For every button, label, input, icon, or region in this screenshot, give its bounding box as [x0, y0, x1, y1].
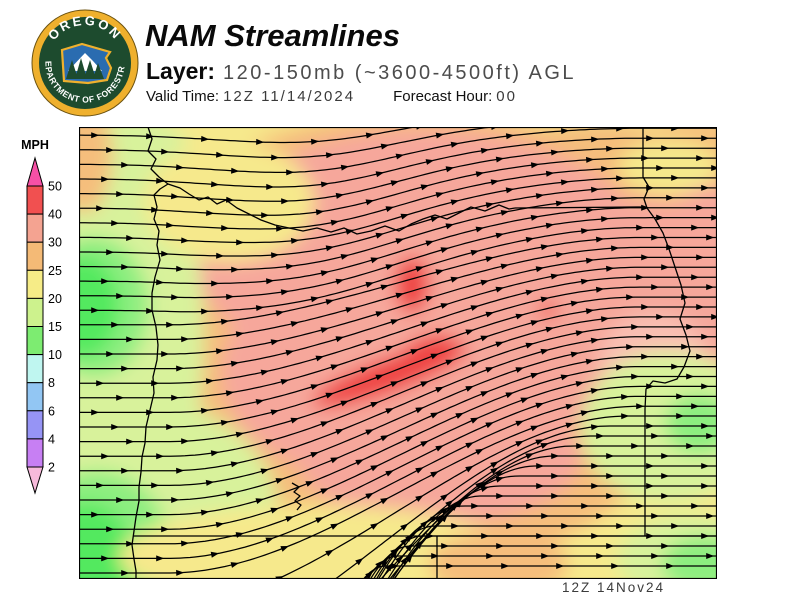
streamline-map	[79, 127, 717, 579]
colorbar-tick: 4	[48, 432, 55, 446]
layer-label: Layer:	[146, 58, 216, 84]
colorbar-tick: 8	[48, 376, 55, 390]
colorbar-tick: 15	[48, 320, 62, 334]
colorbar-arrow-bottom	[26, 466, 44, 495]
colorbar-segment	[26, 241, 44, 271]
wind-speed-field	[79, 127, 717, 579]
colorbar-segment	[26, 269, 44, 299]
page-title: NAM Streamlines	[145, 18, 400, 53]
layer-line: Layer: 120-150mb (~3600-4500ft) AGL	[146, 58, 576, 85]
map-frame	[79, 127, 717, 579]
odf-logo: OREGON DEPARTMENT OF FORESTRY	[30, 8, 139, 117]
map-timestamp: 12Z 14Nov24	[562, 580, 666, 595]
logo-trees	[66, 58, 104, 79]
logo-oregon-shield	[60, 42, 113, 85]
colorbar-tick: 10	[48, 348, 62, 362]
colorbar-segment	[26, 326, 44, 356]
valid-time-value: 12Z 11/14/2024	[223, 88, 356, 105]
colorbar-title: MPH	[21, 138, 49, 152]
layer-value: 120-150mb (~3600-4500ft) AGL	[223, 62, 577, 84]
colorbar-tick: 6	[48, 404, 55, 418]
logo-mountain	[68, 53, 102, 71]
colorbar-tick: 2	[48, 461, 55, 475]
forecast-hour-value: 00	[496, 88, 517, 105]
colorbar-segment	[26, 438, 44, 468]
colorbar-segment	[26, 382, 44, 412]
colorbar-tick: 20	[48, 292, 62, 306]
streamlines-layer	[79, 127, 717, 579]
forecast-hour-label: Forecast Hour:	[393, 88, 493, 105]
time-line: Valid Time: 12Z 11/14/2024 Forecast Hour: 0…	[146, 88, 517, 105]
colorbar-segment	[26, 213, 44, 243]
colorbar-tick: 40	[48, 208, 62, 222]
colorbar-segment	[26, 297, 44, 327]
colorbar-tick: 50	[48, 180, 62, 194]
colorbar-segment	[26, 410, 44, 440]
colorbar-tick: 25	[48, 264, 62, 278]
colorbar-arrow-top	[26, 156, 44, 187]
colorbar-tick: 30	[48, 236, 62, 250]
wind-speed-colorbar: MPH 50 40 30 25 20 15 10 8 6 4 2	[21, 138, 62, 495]
colorbar-segment	[26, 354, 44, 384]
valid-time-label: Valid Time:	[146, 88, 220, 105]
colorbar-segment	[26, 185, 44, 215]
